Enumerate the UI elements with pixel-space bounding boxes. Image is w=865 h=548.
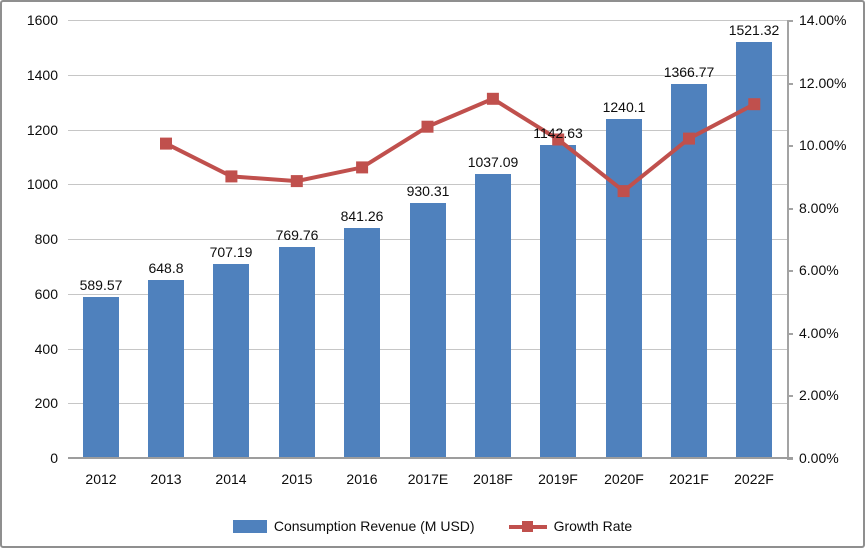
left-axis-tick-label: 1200: [26, 122, 58, 138]
gridline: [68, 75, 787, 76]
legend-item-consumption-revenue: Consumption Revenue (M USD): [232, 518, 475, 534]
left-axis-tick-label: 200: [34, 395, 58, 411]
x-axis-label-2017E: 2017E: [407, 471, 449, 487]
x-axis-label-2012: 2012: [85, 471, 117, 487]
bar-value-label-2017E: 930.31: [406, 183, 450, 199]
growth-rate-marker: [290, 175, 303, 188]
x-axis-label-2016: 2016: [346, 471, 378, 487]
right-axis-tick: [787, 458, 793, 460]
bar-2021F: [671, 84, 707, 458]
x-axis-label-2014: 2014: [215, 471, 247, 487]
right-axis-tick-label: 8.00%: [799, 200, 839, 216]
bar-2015: [279, 247, 315, 458]
bar-value-label-2016: 841.26: [340, 208, 384, 224]
legend-item-growth-rate: Growth Rate: [508, 518, 633, 534]
bar-2013: [148, 280, 184, 458]
left-axis-tick-label: 1000: [26, 176, 58, 192]
x-axis-label-2018F: 2018F: [473, 471, 513, 487]
bar-value-label-2014: 707.19: [209, 244, 253, 260]
right-axis-tick: [787, 333, 793, 335]
bar-value-label-2022F: 1521.32: [728, 22, 780, 38]
left-axis-tick-label: 800: [34, 231, 58, 247]
right-axis-tick-label: 0.00%: [799, 450, 839, 466]
bar-2014: [213, 264, 249, 458]
bar-2012: [83, 297, 119, 458]
x-axis-label-2015: 2015: [281, 471, 313, 487]
growth-rate-marker: [356, 161, 369, 174]
right-axis-tick-label: 12.00%: [799, 75, 847, 91]
bar-value-label-2018F: 1037.09: [467, 154, 519, 170]
bar-2019F: [540, 145, 576, 458]
right-axis-tick-label: 14.00%: [799, 12, 847, 28]
right-axis-line: [787, 20, 789, 460]
legend-label-growth-rate: Growth Rate: [553, 518, 633, 534]
growth-rate-marker: [225, 170, 238, 183]
right-axis-tick: [787, 395, 793, 397]
right-axis-tick: [787, 20, 793, 22]
right-axis-tick: [787, 270, 793, 272]
gridline: [68, 20, 787, 21]
x-axis-label-2013: 2013: [150, 471, 182, 487]
x-axis-label-2020F: 2020F: [604, 471, 644, 487]
legend: Consumption Revenue (M USD) Growth Rate: [2, 518, 863, 534]
bar-value-label-2021F: 1366.77: [663, 64, 715, 80]
left-axis-tick-label: 600: [34, 286, 58, 302]
bar-2022F: [736, 42, 772, 458]
x-axis-label-2019F: 2019F: [538, 471, 578, 487]
x-axis-label-2022F: 2022F: [734, 471, 774, 487]
growth-rate-marker: [160, 137, 172, 150]
bar-value-label-2013: 648.8: [148, 260, 184, 276]
growth-rate-line: [165, 96, 756, 194]
left-axis-tick-label: 400: [34, 341, 58, 357]
line-series-swatch-icon: [508, 520, 547, 533]
bar-value-label-2020F: 1240.1: [602, 99, 646, 115]
bottom-axis-line: [68, 457, 793, 459]
bar-series-swatch-icon: [232, 519, 267, 533]
right-axis-tick-label: 4.00%: [799, 325, 839, 341]
right-axis-tick: [787, 208, 793, 210]
bar-2016: [344, 228, 380, 458]
right-axis-tick-label: 6.00%: [799, 262, 839, 278]
left-axis-tick-label: 1600: [26, 12, 58, 28]
bar-value-label-2012: 589.57: [79, 277, 123, 293]
right-axis-tick: [787, 145, 793, 147]
bar-2018F: [475, 174, 511, 458]
right-axis-tick-label: 2.00%: [799, 387, 839, 403]
bar-2017E: [410, 203, 446, 458]
right-axis-tick-label: 10.00%: [799, 137, 847, 153]
growth-rate-marker: [486, 92, 499, 105]
left-axis-tick-label: 1400: [26, 67, 58, 83]
line-swatch-marker: [521, 520, 533, 532]
legend-label-consumption-revenue: Consumption Revenue (M USD): [273, 518, 475, 534]
right-axis-tick: [787, 83, 793, 85]
bar-value-label-2019F: 1142.63: [533, 125, 583, 141]
x-axis-label-2021F: 2021F: [669, 471, 709, 487]
bar-value-label-2015: 769.76: [275, 227, 319, 243]
left-axis-tick-label: 0: [50, 450, 58, 466]
bar-2020F: [606, 119, 642, 458]
